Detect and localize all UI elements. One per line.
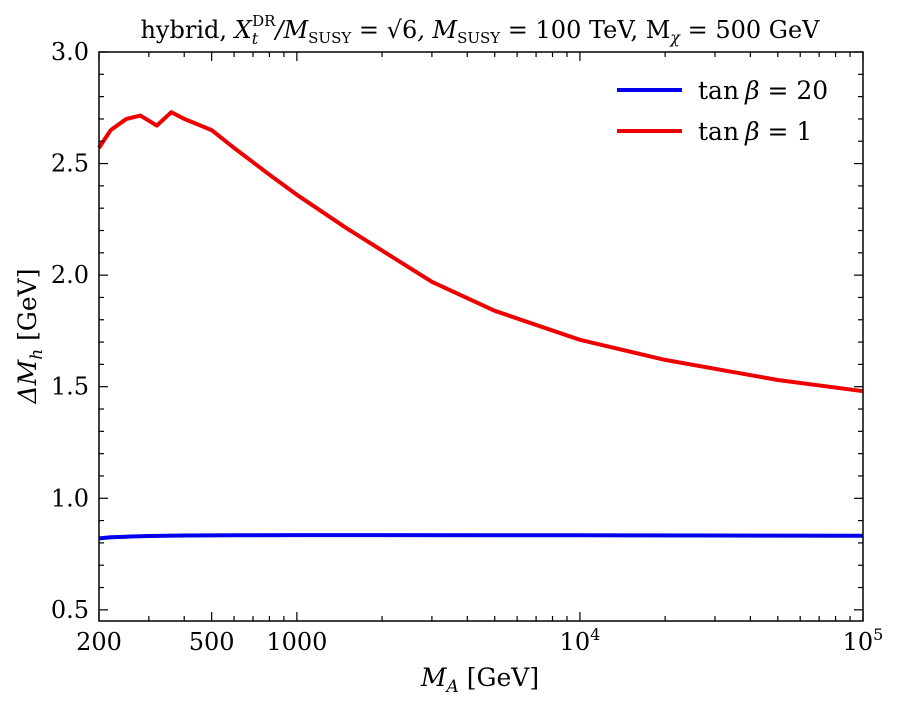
chart: hybrid, XtDR/MSUSY = √6, MSUSY = 100 TeV… [0,0,899,709]
x-tick-label: 500 [189,628,235,656]
chart-title: hybrid, XtDR/MSUSY = √6, MSUSY = 100 TeV… [140,12,820,48]
legend-label-tanb20: tan β = 20 [698,76,828,105]
x-axis-label: MA [GeV] [420,663,539,697]
y-axis-label: ΔMh [GeV] [13,269,47,405]
y-tick-label: 3.0 [51,38,89,66]
y-tick-label: 1.5 [51,373,89,401]
x-tick-label: 104 [560,625,601,656]
x-tick-label: 200 [76,628,122,656]
y-tick-label: 0.5 [51,596,89,624]
legend: tan β = 20 tan β = 1 [617,76,828,146]
series-line-1 [99,112,863,391]
y-tick-label: 1.0 [51,484,89,512]
y-tick-label: 2.0 [51,261,89,289]
y-tick-label: 2.5 [51,150,89,178]
legend-label-tanb1: tan β = 1 [698,117,812,146]
series-line-0 [99,535,863,538]
x-tick-label: 1000 [266,628,327,656]
x-tick-label: 105 [843,625,884,656]
